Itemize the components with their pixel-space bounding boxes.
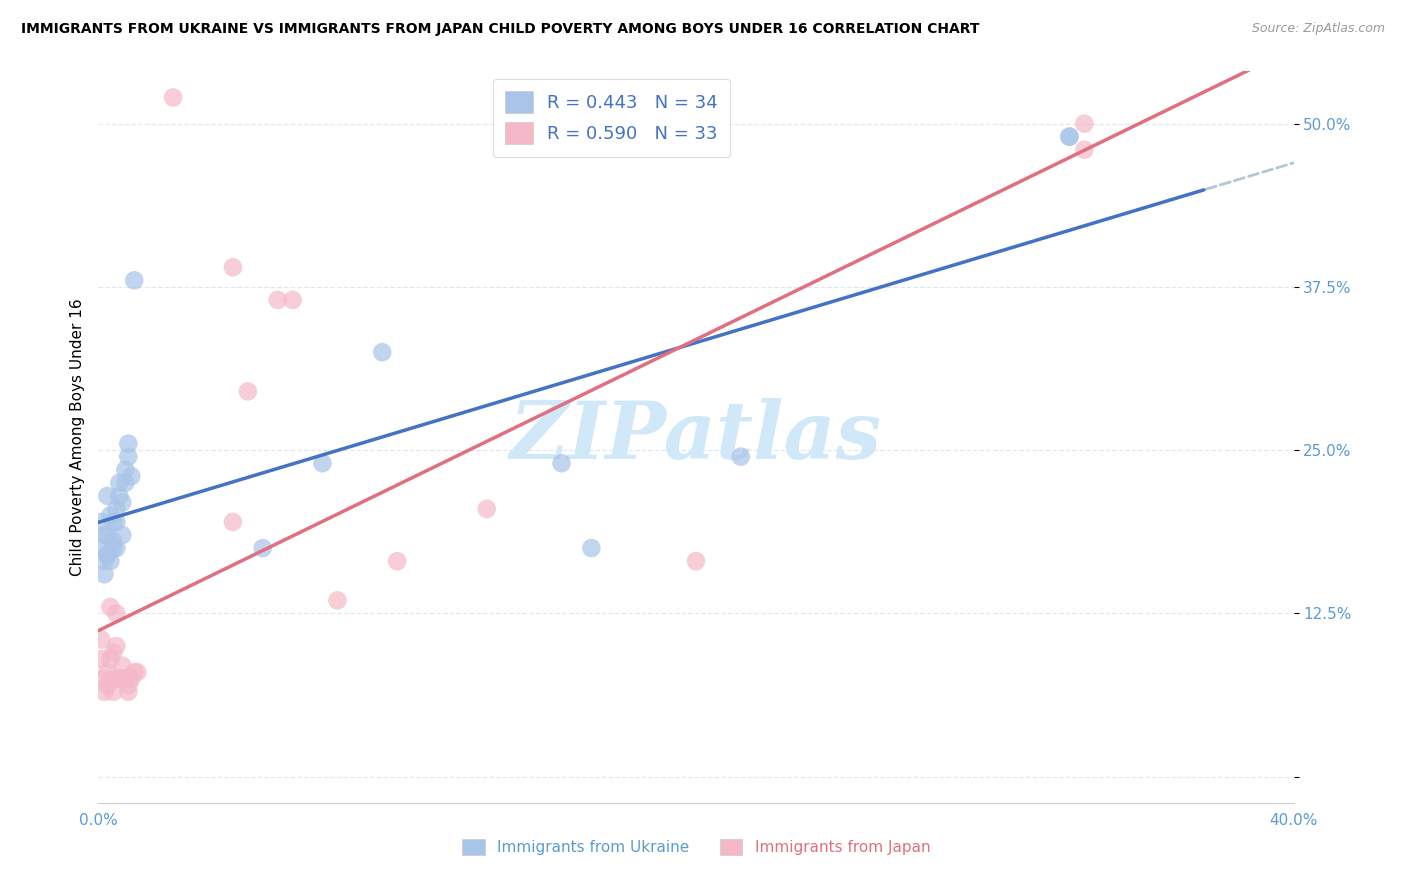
Point	[685, 554, 707, 568]
Point	[162, 90, 184, 104]
Legend: Immigrants from Ukraine, Immigrants from Japan: Immigrants from Ukraine, Immigrants from…	[456, 833, 936, 861]
Point	[222, 260, 245, 275]
Point	[120, 469, 142, 483]
Point	[1059, 129, 1081, 144]
Point	[105, 502, 128, 516]
Point	[96, 548, 118, 562]
Point	[96, 548, 118, 562]
Y-axis label: Child Poverty Among Boys Under 16: Child Poverty Among Boys Under 16	[69, 298, 84, 576]
Point	[117, 678, 139, 692]
Point	[475, 502, 498, 516]
Point	[93, 672, 115, 686]
Point	[105, 607, 128, 621]
Point	[93, 567, 115, 582]
Point	[117, 450, 139, 464]
Point	[311, 456, 333, 470]
Point	[111, 495, 134, 509]
Point	[93, 554, 115, 568]
Point	[98, 508, 122, 523]
Point	[96, 665, 118, 680]
Point	[96, 528, 118, 542]
Point	[90, 515, 112, 529]
Point	[127, 665, 149, 680]
Point	[103, 646, 125, 660]
Point	[550, 456, 572, 470]
Point	[93, 528, 115, 542]
Point	[105, 515, 128, 529]
Point	[103, 534, 125, 549]
Point	[1073, 143, 1095, 157]
Text: ZIPatlas: ZIPatlas	[510, 399, 882, 475]
Point	[90, 632, 112, 647]
Point	[111, 658, 134, 673]
Point	[103, 672, 125, 686]
Text: IMMIGRANTS FROM UKRAINE VS IMMIGRANTS FROM JAPAN CHILD POVERTY AMONG BOYS UNDER : IMMIGRANTS FROM UKRAINE VS IMMIGRANTS FR…	[21, 22, 980, 37]
Point	[385, 554, 409, 568]
Point	[730, 450, 752, 464]
Point	[236, 384, 259, 399]
Point	[1059, 129, 1081, 144]
Point	[114, 475, 136, 490]
Point	[222, 515, 245, 529]
Point	[114, 463, 136, 477]
Point	[103, 541, 125, 555]
Point	[103, 685, 125, 699]
Point	[124, 665, 146, 680]
Point	[108, 672, 131, 686]
Point	[96, 678, 118, 692]
Point	[103, 515, 125, 529]
Point	[281, 293, 304, 307]
Point	[111, 672, 134, 686]
Point	[98, 599, 122, 614]
Point	[90, 652, 112, 666]
Point	[581, 541, 603, 555]
Point	[108, 672, 131, 686]
Point	[105, 541, 128, 555]
Point	[124, 273, 146, 287]
Point	[98, 554, 122, 568]
Point	[98, 652, 122, 666]
Point	[108, 475, 131, 490]
Point	[90, 541, 112, 555]
Point	[108, 489, 131, 503]
Point	[105, 639, 128, 653]
Point	[111, 528, 134, 542]
Point	[371, 345, 394, 359]
Point	[252, 541, 274, 555]
Point	[117, 436, 139, 450]
Point	[117, 685, 139, 699]
Point	[120, 672, 142, 686]
Point	[267, 293, 290, 307]
Point	[1073, 117, 1095, 131]
Point	[114, 672, 136, 686]
Point	[93, 685, 115, 699]
Text: Source: ZipAtlas.com: Source: ZipAtlas.com	[1251, 22, 1385, 36]
Point	[326, 593, 349, 607]
Point	[96, 489, 118, 503]
